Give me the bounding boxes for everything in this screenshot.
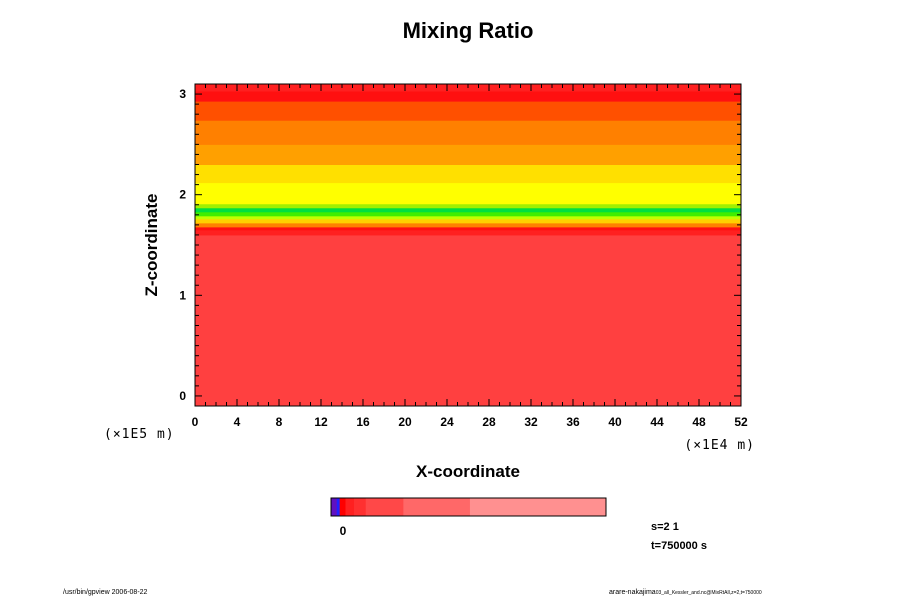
colorbar-tick-label: 0 — [340, 524, 347, 538]
contour-layer-13 — [195, 101, 741, 121]
contour-layer-0 — [195, 234, 741, 406]
contour-layer-8 — [195, 203, 741, 209]
colorbar-segment-0 — [331, 498, 338, 516]
colorbar-segment-7 — [469, 498, 607, 516]
colorbar-segment-2 — [339, 498, 346, 516]
x-tick-label-28: 28 — [482, 415, 496, 429]
colorbar-frame — [330, 497, 607, 517]
x-tick-label-24: 24 — [440, 415, 454, 429]
s-label: s=2 1 — [651, 521, 679, 533]
x-scale-note: (×1E4 m) — [684, 438, 755, 453]
y-tick-label-0: 0 — [179, 389, 186, 403]
colorbar-segment-6 — [403, 498, 471, 516]
contour-layer-6 — [195, 211, 741, 217]
x-tick-label-12: 12 — [314, 415, 328, 429]
footer-right-main: arare-nakajima — [609, 589, 656, 596]
chart-title: Mixing Ratio — [403, 18, 534, 43]
colorbar — [330, 497, 607, 517]
contour-layer-3 — [195, 222, 741, 228]
x-tick-label-32: 32 — [524, 415, 538, 429]
y-tick-label-2: 2 — [179, 188, 186, 202]
x-tick-label-4: 4 — [234, 415, 241, 429]
x-axis-label: X-coordinate — [416, 462, 520, 481]
contour-layer-1 — [195, 229, 741, 236]
x-tick-label-48: 48 — [692, 415, 706, 429]
y-tick-label-1: 1 — [179, 288, 186, 302]
contour-layer-4 — [195, 218, 741, 224]
y-tick-label-3: 3 — [179, 87, 186, 101]
x-tick-label-16: 16 — [356, 415, 370, 429]
x-tick-label-20: 20 — [398, 415, 412, 429]
y-axis-label: Z-coordinate — [142, 194, 161, 297]
contour-layer-9 — [195, 182, 741, 205]
contour-layer-5 — [195, 215, 741, 220]
colorbar-segment-5 — [365, 498, 404, 516]
colorbar-segment-3 — [345, 498, 355, 516]
footer-left: /usr/bin/gpview 2006-08-22 — [63, 589, 148, 596]
plot-area — [195, 84, 741, 406]
t-label: t=750000 s — [651, 540, 707, 552]
x-tick-label-8: 8 — [276, 415, 283, 429]
footer-right-detail: 03_all_Kessler_and.nc@MixRtAll,z=2,t=750… — [655, 590, 762, 596]
contour-layer-14 — [195, 91, 741, 102]
contour-layer-10 — [195, 164, 741, 184]
x-tick-label-52: 52 — [734, 415, 748, 429]
x-tick-label-40: 40 — [608, 415, 622, 429]
y-scale-note: (×1E5 m) — [104, 427, 175, 442]
contour-layer-7 — [195, 207, 741, 213]
colorbar-segment-1 — [336, 498, 340, 516]
x-tick-label-36: 36 — [566, 415, 580, 429]
contour-layer-12 — [195, 120, 741, 145]
x-tick-label-0: 0 — [192, 415, 199, 429]
contour-layer-2 — [195, 226, 741, 231]
colorbar-segment-4 — [354, 498, 367, 516]
footer-right: arare-nakajima03_all_Kessler_and.nc@MixR… — [609, 589, 762, 596]
x-tick-label-44: 44 — [650, 415, 664, 429]
contour-layer-11 — [195, 144, 741, 165]
